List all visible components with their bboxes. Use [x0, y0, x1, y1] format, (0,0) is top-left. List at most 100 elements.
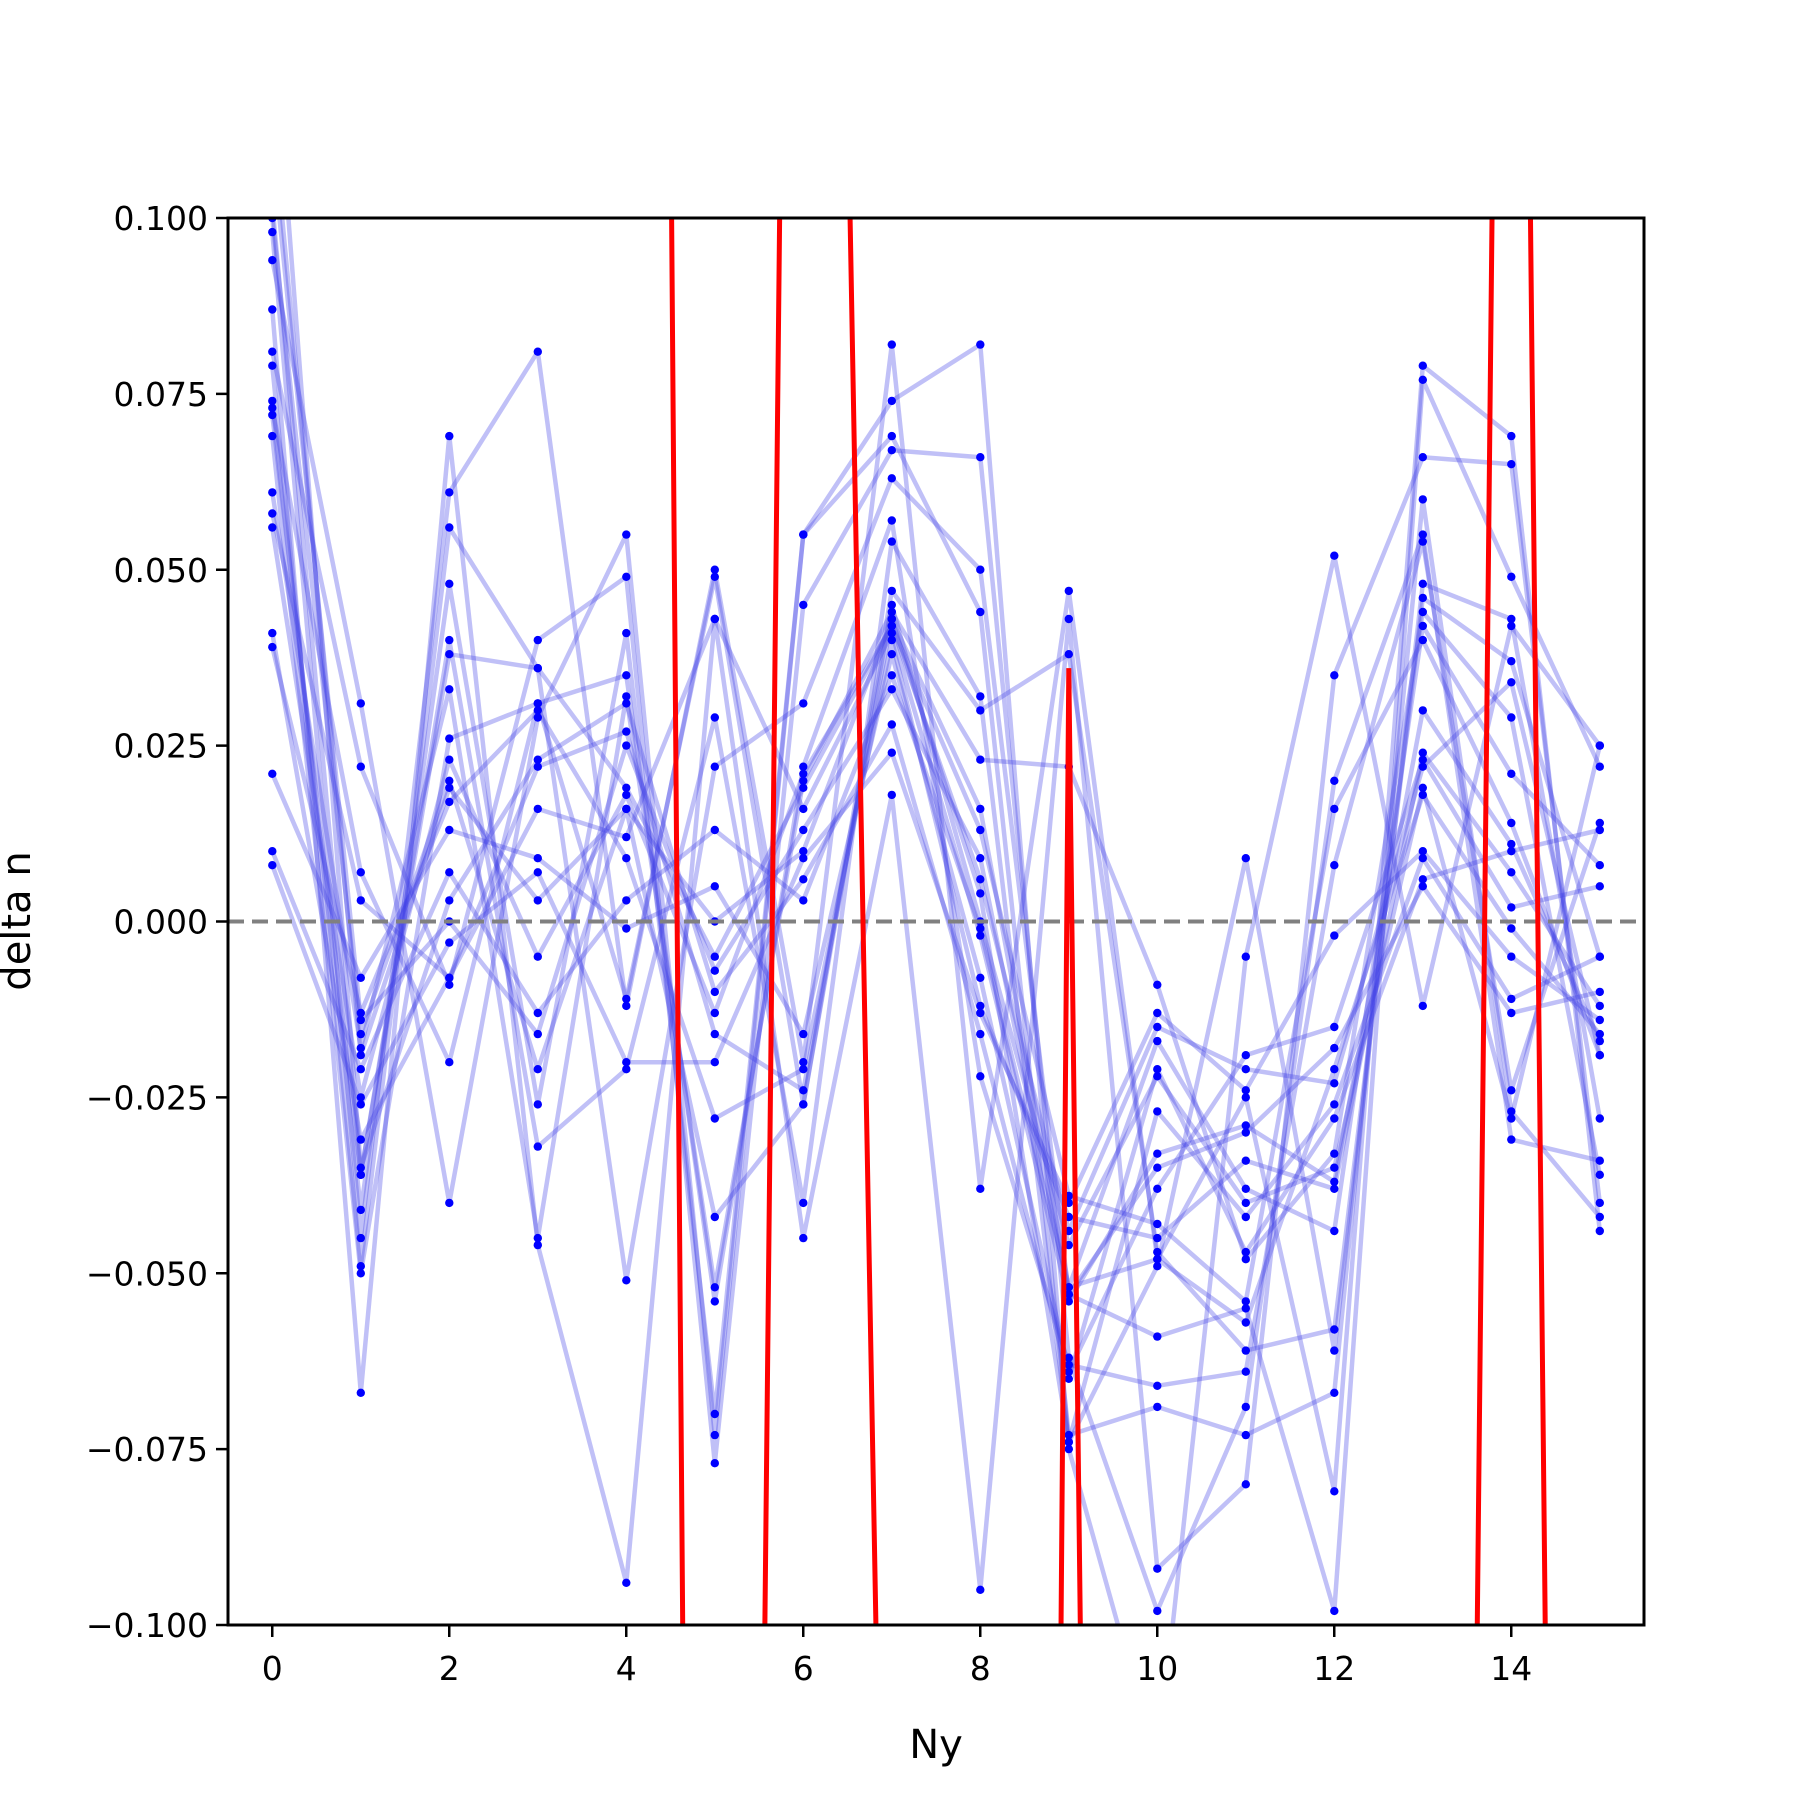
data-point [1595, 987, 1605, 997]
data-point [622, 1276, 631, 1285]
data-point [533, 804, 542, 814]
data-point [445, 973, 454, 982]
data-point [1507, 678, 1516, 687]
data-point [1153, 1762, 1161, 1770]
data-point [799, 699, 808, 708]
data-point [622, 896, 631, 905]
series-line-8 [270, 414, 1603, 1445]
series-line-18 [286, 218, 1601, 1382]
data-point [1418, 579, 1428, 588]
data-point [1241, 1255, 1251, 1264]
highlight-series-line [669, 218, 1548, 1625]
data-point [1153, 980, 1162, 989]
data-point [1153, 1262, 1162, 1271]
data-point [1507, 903, 1516, 912]
data-point [622, 1058, 631, 1067]
data-point [1064, 1437, 1074, 1447]
data-point [445, 685, 454, 694]
data-point [1595, 1212, 1605, 1222]
data-point [533, 952, 542, 961]
data-point [1064, 650, 1074, 659]
data-point [268, 108, 276, 116]
data-point [622, 1001, 631, 1011]
data-point [1153, 1233, 1162, 1243]
data-point [356, 1008, 365, 1018]
data-point [1064, 1353, 1074, 1362]
data-point [268, 3, 276, 11]
data-point [976, 854, 985, 863]
data-point [1330, 1325, 1339, 1334]
data-point [1153, 1036, 1162, 1046]
data-point [1418, 882, 1428, 891]
data-point [1330, 1606, 1339, 1616]
x-tick-label: 4 [616, 1649, 637, 1688]
data-point [1507, 572, 1516, 581]
data-point [445, 776, 454, 785]
data-point [533, 854, 542, 863]
data-point [1330, 551, 1339, 560]
data-point [533, 896, 542, 905]
data-point [1418, 621, 1428, 631]
data-point [1153, 1072, 1162, 1081]
data-point [976, 1585, 985, 1595]
data-point [1330, 804, 1339, 814]
data-point [1241, 1367, 1251, 1376]
data-point [887, 396, 896, 406]
data-point [622, 804, 631, 814]
data-point [356, 868, 365, 877]
series-line-14 [270, 637, 1602, 1241]
data-point [1595, 861, 1605, 870]
data-point [710, 952, 719, 961]
data-point [1595, 1001, 1605, 1011]
data-point [976, 973, 985, 982]
data-point [1595, 741, 1605, 750]
data-point [887, 537, 896, 546]
data-point [976, 706, 985, 715]
data-point [445, 797, 454, 807]
data-point [268, 628, 277, 638]
data-point [710, 1058, 719, 1067]
data-point [710, 1212, 719, 1222]
data-point [1595, 825, 1605, 835]
data-point [976, 453, 985, 462]
data-point [710, 565, 719, 574]
data-point [1330, 1184, 1339, 1194]
data-point [887, 614, 896, 624]
data-point [268, 523, 277, 532]
x-tick-label: 0 [262, 1649, 283, 1688]
data-point [1507, 614, 1516, 624]
data-point [1418, 635, 1428, 645]
data-point [799, 769, 808, 778]
data-point [533, 1008, 542, 1018]
data-point [1507, 1114, 1516, 1123]
data-point [799, 762, 808, 771]
series-line-17 [270, 750, 1602, 1206]
data-point [887, 340, 896, 349]
data-point [1330, 1079, 1339, 1088]
y-tick-label: 0.050 [114, 551, 208, 590]
data-point [799, 1058, 808, 1067]
data-point [1418, 537, 1428, 546]
data-point [622, 1578, 631, 1588]
data-point [976, 565, 985, 574]
data-point [533, 762, 542, 771]
data-point [887, 635, 896, 645]
data-point [1064, 586, 1074, 596]
data-point [1241, 1318, 1251, 1327]
data-point [1418, 375, 1428, 384]
data-point [356, 1051, 365, 1060]
data-point [622, 741, 631, 750]
data-point [887, 621, 896, 631]
data-point [1507, 713, 1516, 722]
data-point [799, 1065, 808, 1074]
y-tick-label: 0.000 [114, 903, 208, 942]
data-point [356, 762, 365, 771]
data-point [1153, 1606, 1162, 1616]
series-line-13 [270, 616, 1602, 1304]
series-line-1 [270, 231, 1603, 1494]
y-axis: 0.100 0.075 0.050 0.025 0.000 −0.025 −0.050 −0.… [86, 199, 228, 1645]
data-point [1330, 1226, 1339, 1236]
data-point [356, 1029, 365, 1039]
data-point [1241, 1402, 1251, 1412]
data-point [1595, 818, 1605, 828]
